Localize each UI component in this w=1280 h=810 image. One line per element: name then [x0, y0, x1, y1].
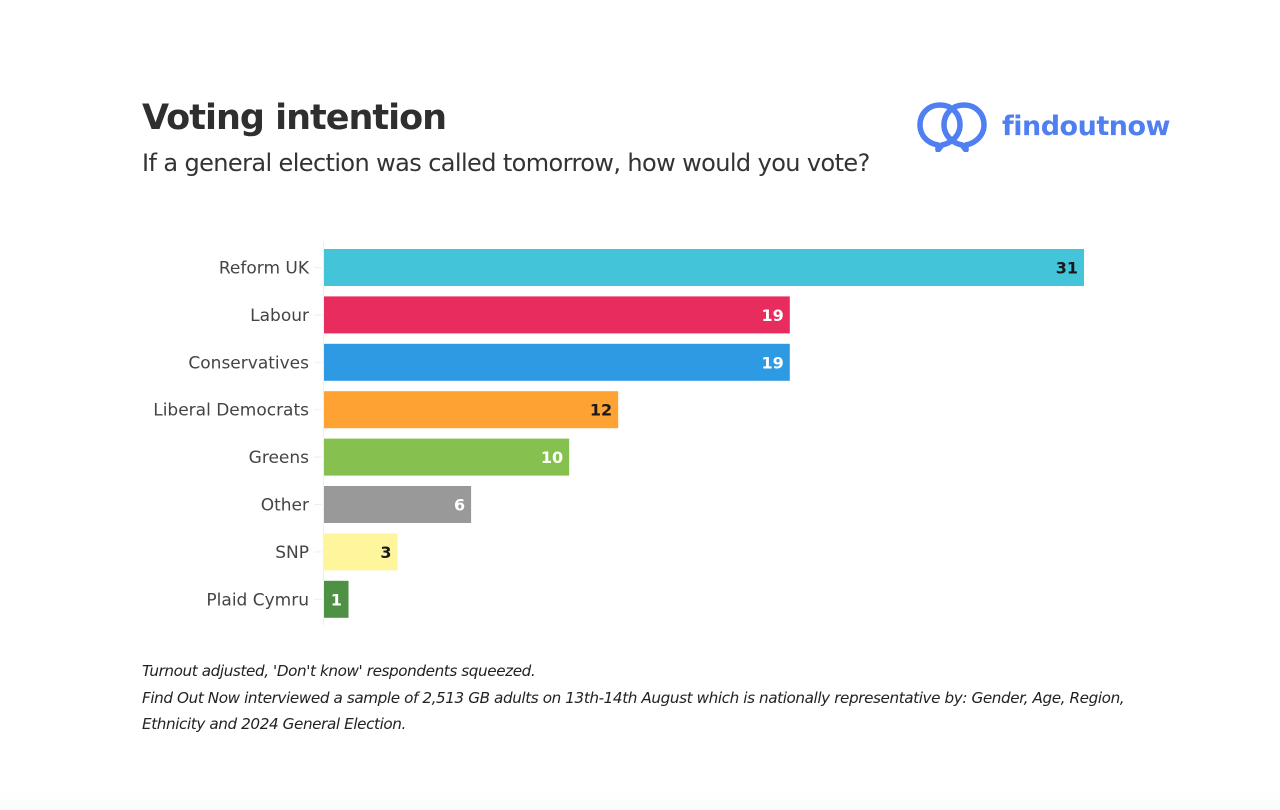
data-label: 3: [380, 543, 391, 562]
chart-title: Voting intention: [142, 98, 447, 138]
data-label: 19: [762, 306, 784, 325]
bar: [324, 343, 790, 381]
bar: [324, 533, 398, 571]
bar-group: SNP 3: [275, 533, 398, 571]
bar: [324, 438, 570, 476]
category-label: Reform UK: [219, 259, 310, 279]
bar: [324, 580, 349, 618]
category-label: Labour: [250, 306, 309, 326]
bar-group: Labour 19: [250, 296, 790, 334]
category-label: Liberal Democrats: [153, 401, 309, 421]
data-label: 10: [541, 448, 563, 467]
footnote-sample: Find Out Now interviewed a sample of 2,5…: [142, 688, 1125, 734]
bar: [324, 391, 619, 429]
bar-group: Liberal Democrats 12: [153, 391, 619, 429]
data-label: 12: [590, 401, 612, 420]
category-label: Greens: [249, 448, 309, 468]
bar-group: Plaid Cymru 1: [206, 580, 349, 618]
bar-group: Other 6: [261, 486, 472, 523]
bar-group: Reform UK 31: [219, 249, 1084, 286]
bar: [324, 249, 1084, 286]
bar-group: Greens 10: [249, 438, 570, 476]
bar: [324, 296, 790, 334]
chart-subtitle: If a general election was called tomorro…: [142, 149, 870, 177]
data-label: 1: [331, 590, 342, 609]
category-label: SNP: [275, 543, 309, 563]
footnote-method: Turnout adjusted, 'Don't know' responden…: [142, 662, 536, 680]
footnote: Turnout adjusted, 'Don't know' responden…: [142, 658, 1162, 738]
category-label: Conservatives: [188, 353, 309, 373]
bar-group: Conservatives 19: [188, 343, 790, 381]
bar: [324, 486, 472, 523]
data-label: 6: [454, 496, 465, 515]
data-label: 31: [1056, 259, 1078, 278]
category-label: Other: [261, 496, 309, 516]
category-label: Plaid Cymru: [206, 590, 309, 610]
data-label: 19: [762, 353, 784, 372]
logo-wordmark: findoutnow: [1002, 110, 1170, 142]
findoutnow-logo: findoutnow: [916, 100, 1170, 152]
speech-bubbles-rings-icon: [917, 102, 987, 152]
